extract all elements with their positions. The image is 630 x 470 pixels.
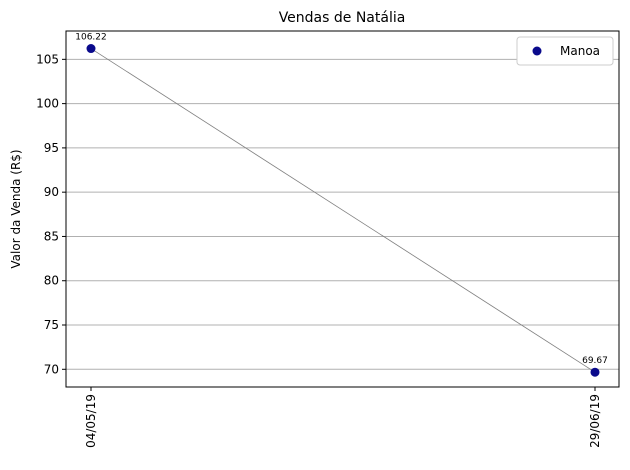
legend-label: Manoa (560, 44, 600, 58)
chart-title: Vendas de Natália (279, 10, 406, 26)
y-tick-label: 100 (36, 97, 59, 111)
y-tick-label: 80 (44, 274, 59, 288)
x-tick-label: 04/05/19 (84, 394, 98, 448)
y-tick-label: 105 (36, 52, 59, 66)
connecting-line (90, 48, 596, 373)
plot-frame (65, 30, 620, 388)
legend: Manoa (516, 36, 614, 66)
data-points: 106.22 69.67 (75, 33, 608, 377)
y-tick-label: 95 (44, 141, 59, 155)
y-axis-ticks: 70 75 80 85 90 95 100 105 (36, 52, 66, 376)
y-axis-title: Valor da Venda (R$) (9, 149, 23, 268)
data-label: 69.67 (582, 356, 608, 366)
y-tick-label: 70 (44, 362, 59, 376)
data-point (86, 44, 96, 54)
grid (66, 58, 619, 370)
x-tick-label: 29/06/19 (588, 394, 602, 448)
data-label: 106.22 (75, 33, 107, 43)
data-point (590, 367, 600, 377)
y-tick-label: 75 (44, 318, 59, 332)
y-tick-label: 90 (44, 185, 59, 199)
legend-marker (532, 46, 542, 56)
x-axis-ticks: 04/05/19 29/06/19 (84, 387, 602, 448)
y-tick-label: 85 (44, 229, 59, 243)
legend-box (516, 36, 614, 66)
